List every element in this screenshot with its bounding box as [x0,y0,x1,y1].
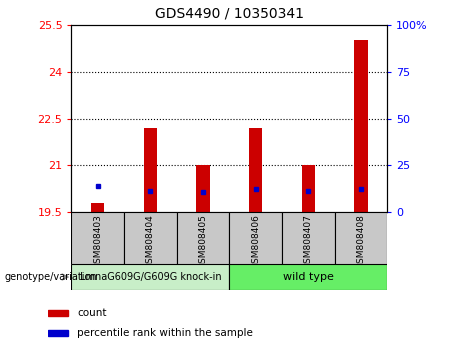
Bar [48,330,68,336]
Bar [48,310,68,316]
Text: percentile rank within the sample: percentile rank within the sample [77,328,254,338]
Text: count: count [77,308,107,318]
Bar [282,212,335,264]
Bar [355,40,367,212]
Text: wild type: wild type [283,272,334,282]
Bar [91,203,104,212]
Title: GDS4490 / 10350341: GDS4490 / 10350341 [155,7,304,21]
Bar [335,212,387,264]
Bar [177,212,229,264]
Bar [124,212,177,264]
Bar [249,128,262,212]
Bar [229,212,282,264]
Text: GSM808408: GSM808408 [356,214,366,269]
Bar [196,166,210,212]
Bar [301,166,315,212]
Bar [71,264,229,290]
Bar [71,212,124,264]
Text: GSM808405: GSM808405 [199,214,207,269]
Bar [229,264,387,290]
Text: GSM808406: GSM808406 [251,214,260,269]
Text: genotype/variation: genotype/variation [5,272,97,282]
Bar [144,128,157,212]
Text: GSM808407: GSM808407 [304,214,313,269]
Text: LmnaG609G/G609G knock-in: LmnaG609G/G609G knock-in [80,272,221,282]
Text: GSM808403: GSM808403 [93,214,102,269]
Text: GSM808404: GSM808404 [146,214,155,269]
